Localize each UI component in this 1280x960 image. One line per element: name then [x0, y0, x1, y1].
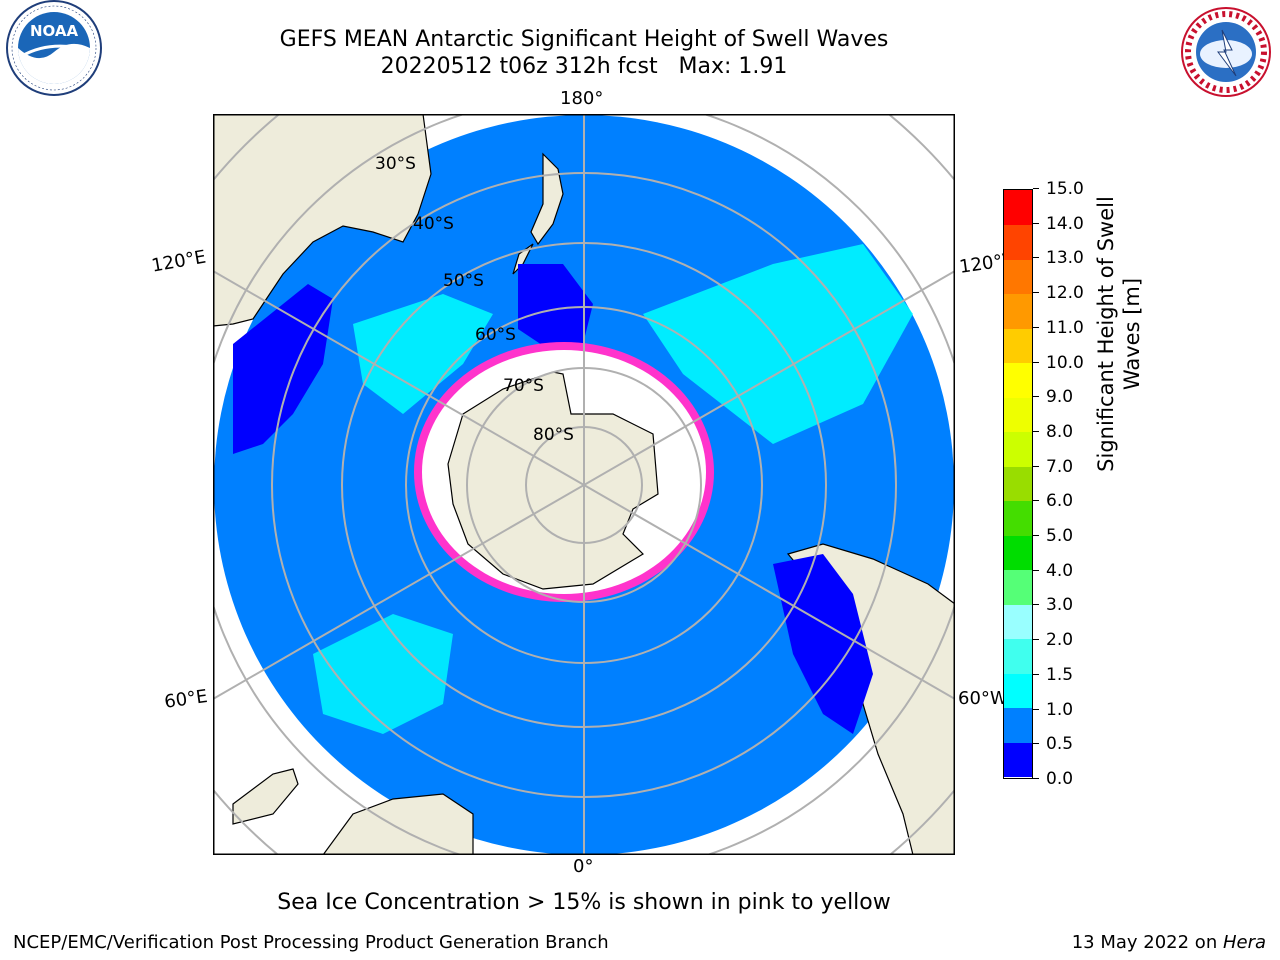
nws-logo [1181, 7, 1271, 97]
footer-branch: NCEP/EMC/Verification Post Processing Pr… [13, 932, 609, 953]
colorbar-segment [1004, 224, 1032, 260]
land-africa [322, 793, 474, 855]
land-madagascar [232, 768, 299, 825]
colorbar-tick-label: 0.5 [1032, 735, 1073, 753]
colorbar-tick-label: 13.0 [1033, 249, 1084, 267]
colorbar-tick-label: 2.0 [1032, 631, 1073, 649]
colorbar-tick-label: 8.0 [1032, 423, 1073, 441]
colorbar-segment [1004, 707, 1032, 743]
lat-label-30s: 30°S [375, 154, 416, 174]
colorbar-tick-label: 7.0 [1032, 458, 1073, 476]
chart-title: GEFS MEAN Antarctic Significant Height o… [279, 27, 889, 52]
colorbar-tick-label: 5.0 [1032, 527, 1073, 545]
colorbar-segment [1004, 328, 1032, 364]
colorbar-segment [1004, 500, 1032, 536]
graticule [213, 114, 955, 855]
lat-label-70s: 70°S [503, 376, 544, 396]
colorbar-segment [1004, 673, 1032, 709]
colorbar-tick-label: 3.0 [1032, 596, 1073, 614]
swell-band-cyan-3 [313, 614, 453, 734]
chart-subtitle-run-info: 20220512 t06z 312h fcst Max: 1.91 [380, 54, 788, 79]
colorbar-segment [1004, 190, 1032, 226]
colorbar-tick-label: 9.0 [1032, 388, 1073, 406]
colorbar-segment [1004, 431, 1032, 467]
colorbar-tick-label: 1.5 [1032, 666, 1073, 684]
polar-map: 30°S 40°S 50°S 60°S 70°S 80°S [213, 114, 955, 855]
footer-date-text: 13 May 2022 on [1071, 932, 1223, 953]
low-swell-region-pacific [518, 264, 593, 349]
colorbar-tick-label: 4.0 [1032, 562, 1073, 580]
lat-label-60s: 60°S [475, 325, 516, 345]
swell-band-cyan-1 [353, 294, 493, 414]
lat-label-50s: 50°S [443, 271, 484, 291]
colorbar-tick-label: 0.0 [1032, 770, 1073, 788]
colorbar-tick-label: 1.0 [1032, 701, 1073, 719]
lat-label-40s: 40°S [413, 214, 454, 234]
lon-label-60w: 60°W [958, 688, 1008, 709]
colorbar-segment [1004, 535, 1032, 571]
lon-label-60e: 60°E [163, 685, 209, 713]
lat-label-80s: 80°S [533, 425, 574, 445]
swell-band-cyan-2 [643, 244, 913, 444]
colorbar-tick-label: 12.0 [1033, 284, 1084, 302]
footer-date: 13 May 2022 on Hera [1072, 932, 1266, 953]
land-australia [213, 114, 432, 327]
colorbar-segment [1004, 293, 1032, 329]
colorbar-segment [1004, 397, 1032, 433]
colorbar-segment [1004, 638, 1032, 674]
colorbar-label: Significant Height of Swell Waves [m] [1094, 196, 1144, 472]
sea-ice-note: Sea Ice Concentration > 15% is shown in … [277, 890, 891, 915]
colorbar-segment [1004, 604, 1032, 640]
colorbar-tick-label: 14.0 [1033, 215, 1084, 233]
lon-label-180: 180° [560, 88, 604, 109]
colorbar-tick-label: 6.0 [1032, 492, 1073, 510]
map-border [213, 114, 955, 855]
footer-machine: Hera [1222, 932, 1266, 953]
colorbar-segment [1004, 259, 1032, 295]
colorbar [1003, 189, 1033, 779]
colorbar-tick-label: 10.0 [1033, 354, 1084, 372]
colorbar-segment [1004, 362, 1032, 398]
lon-label-0: 0° [573, 856, 594, 877]
lon-label-120e: 120°E [150, 246, 208, 277]
noaa-logo-text: NOAA [30, 22, 79, 40]
colorbar-tick-label: 15.0 [1033, 180, 1084, 198]
colorbar-tick-label: 11.0 [1033, 319, 1084, 337]
colorbar-segment [1004, 742, 1032, 778]
colorbar-segment [1004, 466, 1032, 502]
noaa-logo: NOAA [6, 0, 102, 96]
colorbar-segment [1004, 569, 1032, 605]
